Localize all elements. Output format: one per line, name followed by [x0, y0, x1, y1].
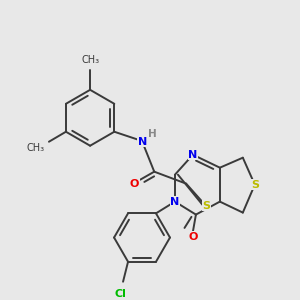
Text: O: O [188, 232, 198, 242]
Text: O: O [130, 178, 139, 189]
Text: CH₃: CH₃ [27, 143, 45, 153]
Text: H: H [148, 129, 157, 139]
Text: S: S [251, 180, 259, 190]
Text: N: N [138, 137, 147, 147]
Text: CH₃: CH₃ [81, 55, 99, 65]
Text: N: N [170, 196, 180, 207]
Text: S: S [202, 201, 210, 211]
Text: N: N [188, 150, 197, 160]
Text: Cl: Cl [114, 289, 126, 299]
